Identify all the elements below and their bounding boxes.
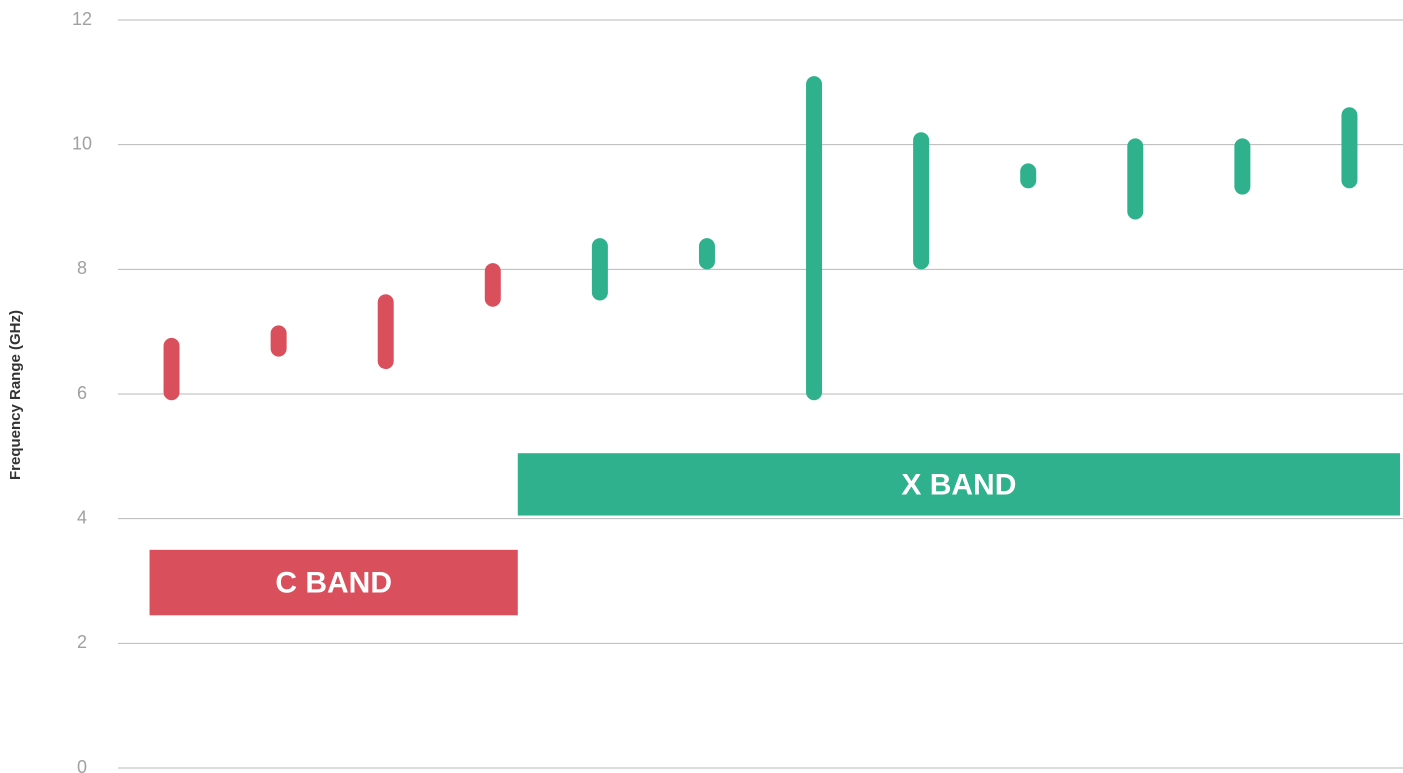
y-tick-label: 12 <box>72 9 92 29</box>
band-box <box>149 549 518 616</box>
y-tick-label: 6 <box>77 383 87 403</box>
band-box <box>517 453 1400 516</box>
y-tick-label: 4 <box>77 507 87 527</box>
y-axis-label: Frequency Range (GHz) <box>7 310 24 480</box>
y-tick-label: 0 <box>77 757 87 773</box>
band-label: X BAND <box>901 468 1016 501</box>
band-label: C BAND <box>275 566 392 599</box>
y-tick-label: 8 <box>77 258 87 278</box>
y-tick-label: 2 <box>77 632 87 652</box>
y-tick-label: 10 <box>72 133 92 153</box>
